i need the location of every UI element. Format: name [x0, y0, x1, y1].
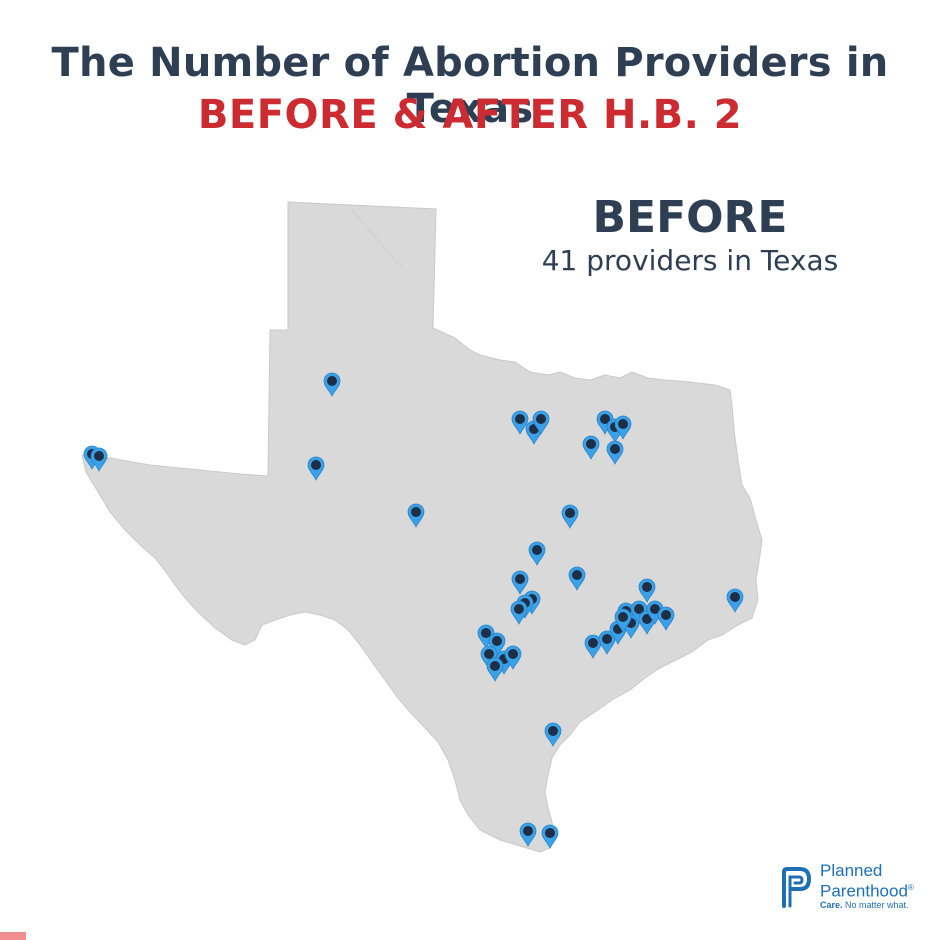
map-pin-icon	[606, 440, 624, 465]
map-pin-icon	[638, 578, 656, 603]
map-pin-icon	[511, 570, 529, 595]
map-pin-icon	[504, 645, 522, 670]
map-pin-icon	[519, 822, 537, 847]
map-pin-icon	[657, 606, 675, 631]
provider-count-text: 41 providers in Texas	[541, 244, 839, 277]
logo-name: Planned Parenthood®	[820, 861, 914, 901]
page-subtitle: BEFORE & AFTER H.B. 2	[197, 92, 743, 138]
planned-parenthood-logo: Planned Parenthood® Care. No matter what…	[780, 862, 930, 914]
map-pin-icon	[541, 824, 559, 849]
map-pin-icon	[323, 372, 341, 397]
map-pin-icon	[532, 410, 550, 435]
corner-accent	[0, 932, 26, 940]
map-pin-icon	[407, 503, 425, 528]
map-pin-icon	[528, 541, 546, 566]
map-pin-icon	[511, 410, 529, 435]
map-pin-icon	[614, 608, 632, 633]
map-pin-icon	[544, 722, 562, 747]
map-pin-icon	[584, 634, 602, 659]
logo-p-icon	[782, 867, 812, 908]
map-pin-icon	[726, 588, 744, 613]
map-pin-icon	[568, 566, 586, 591]
county-line	[351, 209, 403, 269]
map-pin-icon	[614, 415, 632, 440]
provider-markers	[83, 372, 744, 849]
before-label: BEFORE	[592, 192, 788, 243]
texas-shape	[81, 201, 763, 853]
map-pin-icon	[582, 435, 600, 460]
map-pin-icon	[307, 456, 325, 481]
map-pin-icon	[598, 630, 616, 655]
map-pin-icon	[486, 657, 504, 682]
page-title: The Number of Abortion Providers in Texa…	[51, 40, 889, 132]
map-pin-icon	[561, 504, 579, 529]
map-pin-icon	[90, 447, 108, 472]
map-pin-icon	[510, 600, 528, 625]
logo-tagline: Care. No matter what.	[820, 900, 909, 910]
